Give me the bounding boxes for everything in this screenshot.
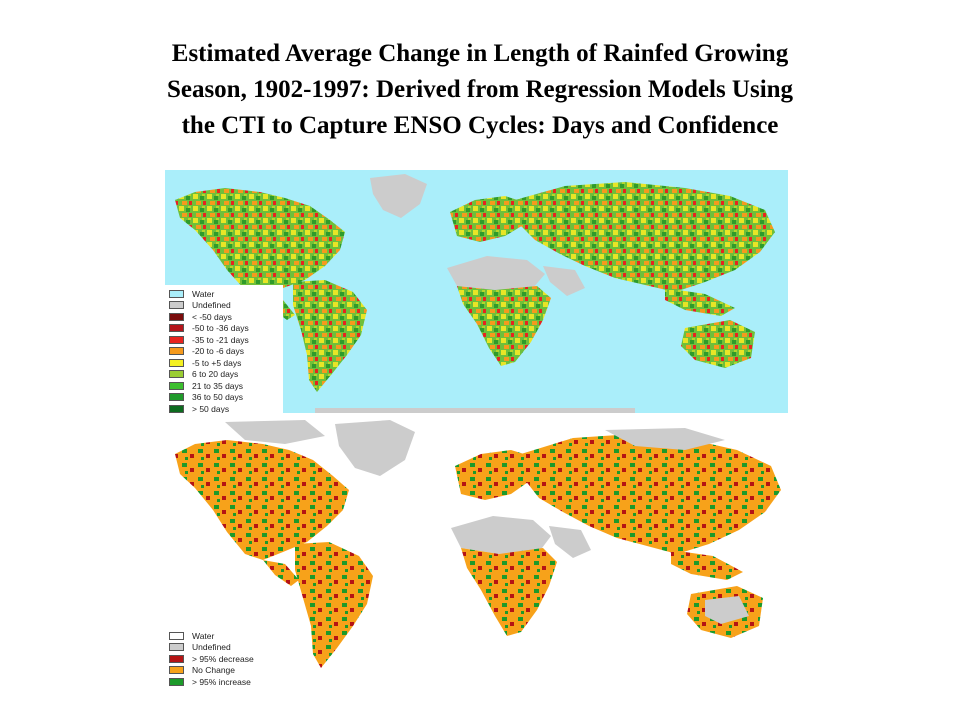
- days-legend-swatch: [169, 312, 184, 321]
- days-legend-label: 21 to 35 days: [192, 380, 244, 391]
- days-legend-item: < -50 days: [169, 311, 279, 323]
- days-legend-label: 6 to 20 days: [192, 369, 239, 380]
- confidence-land: [175, 420, 781, 668]
- days-north-america: [175, 188, 345, 296]
- conf-africa: [461, 548, 557, 636]
- confidence-legend-swatch: [169, 677, 184, 686]
- days-antarctic-edge: [315, 408, 635, 413]
- days-legend-item: 6 to 20 days: [169, 369, 279, 381]
- days-legend-swatch: [169, 393, 184, 402]
- confidence-legend-item: Undefined: [169, 642, 279, 654]
- days-legend-item: Water: [169, 288, 279, 300]
- days-asia: [515, 182, 775, 292]
- days-africa: [457, 286, 551, 366]
- confidence-legend-swatch: [169, 643, 184, 652]
- days-southeast-asia: [665, 288, 735, 316]
- days-legend-label: 36 to 50 days: [192, 392, 244, 403]
- confidence-legend-label: Water: [192, 630, 215, 641]
- conf-greenland: [335, 420, 415, 476]
- days-legend: Water Undefined < -50 days -50 to -36 days -…: [165, 285, 283, 413]
- conf-asia: [521, 434, 781, 554]
- days-legend-item: > 50 days: [169, 403, 279, 413]
- conf-siberia-undefined: [605, 428, 725, 450]
- conf-canada-arctic: [225, 420, 325, 444]
- days-legend-item: 21 to 35 days: [169, 380, 279, 392]
- conf-australia-interior: [705, 596, 749, 624]
- confidence-legend-label: Undefined: [192, 642, 231, 653]
- confidence-legend: Water Undefined > 95% decrease No Change > 9…: [165, 627, 283, 700]
- confidence-legend-item: > 95% increase: [169, 676, 279, 688]
- conf-south-america: [295, 542, 373, 668]
- days-legend-item: -5 to +5 days: [169, 357, 279, 369]
- days-legend-item: -35 to -21 days: [169, 334, 279, 346]
- confidence-map: Water Undefined > 95% decrease No Change > 9…: [165, 420, 788, 700]
- days-land: [175, 174, 775, 413]
- days-legend-swatch: [169, 301, 184, 310]
- confidence-legend-swatch: [169, 666, 184, 675]
- title-line-2: Season, 1902-1997: Derived from Regressi…: [166, 76, 794, 103]
- days-legend-swatch: [169, 370, 184, 379]
- days-legend-swatch: [169, 347, 184, 356]
- days-legend-swatch: [169, 381, 184, 390]
- days-greenland: [370, 174, 427, 218]
- days-legend-label: -5 to +5 days: [192, 357, 242, 368]
- days-sahara: [447, 256, 545, 290]
- days-legend-swatch: [169, 358, 184, 367]
- conf-central-america: [263, 560, 299, 586]
- days-legend-swatch: [169, 335, 184, 344]
- confidence-legend-swatch: [169, 654, 184, 663]
- confidence-legend-label: > 95% decrease: [192, 653, 254, 664]
- days-legend-item: -50 to -36 days: [169, 323, 279, 335]
- days-europe: [450, 196, 530, 242]
- conf-europe: [455, 450, 537, 500]
- days-legend-swatch: [169, 289, 184, 298]
- title-line-3: the CTI to Capture ENSO Cycles: Days and…: [181, 112, 779, 139]
- days-legend-item: -20 to -6 days: [169, 346, 279, 358]
- confidence-map-canvas: [165, 420, 788, 700]
- confidence-legend-swatch: [169, 631, 184, 640]
- confidence-legend-item: > 95% decrease: [169, 653, 279, 665]
- confidence-legend-item: No Change: [169, 665, 279, 677]
- days-legend-label: > 50 days: [192, 403, 230, 413]
- days-legend-item: Undefined: [169, 300, 279, 312]
- days-arabia: [543, 266, 585, 296]
- conf-sahara: [451, 516, 551, 554]
- days-legend-item: 36 to 50 days: [169, 392, 279, 404]
- confidence-legend-item: Water: [169, 630, 279, 642]
- days-south-america: [293, 280, 367, 392]
- days-legend-swatch: [169, 324, 184, 333]
- days-legend-swatch: [169, 404, 184, 413]
- conf-southeast-asia: [671, 550, 743, 580]
- growing-season-days-map: Water Undefined < -50 days -50 to -36 days -…: [165, 170, 788, 413]
- days-legend-label: -20 to -6 days: [192, 346, 244, 357]
- days-australia: [681, 320, 755, 368]
- days-legend-label: < -50 days: [192, 311, 232, 322]
- conf-north-america: [175, 440, 349, 560]
- slide-title: Estimated Average Change in Length of Ra…: [40, 36, 920, 144]
- confidence-legend-label: > 95% increase: [192, 676, 251, 687]
- days-legend-label: -35 to -21 days: [192, 334, 249, 345]
- conf-arabia: [549, 526, 591, 558]
- days-legend-label: Water: [192, 288, 215, 299]
- days-map-canvas: [165, 170, 788, 413]
- confidence-legend-label: No Change: [192, 665, 236, 676]
- days-legend-label: -50 to -36 days: [192, 323, 249, 334]
- days-legend-label: Undefined: [192, 300, 231, 311]
- title-line-1: Estimated Average Change in Length of Ra…: [171, 40, 789, 67]
